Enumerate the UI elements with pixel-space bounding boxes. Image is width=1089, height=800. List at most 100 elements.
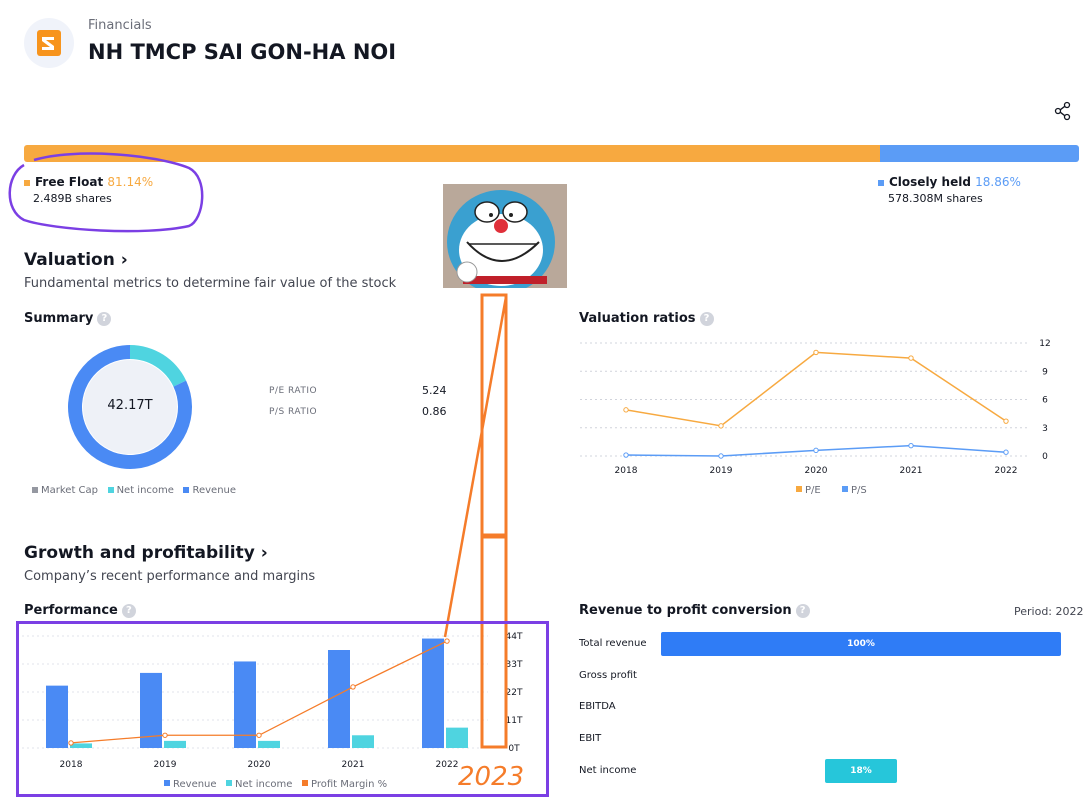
net-income-swatch (107, 487, 114, 493)
net-income-bar (70, 743, 92, 748)
ratio-legend-swatch (842, 486, 848, 492)
conversion-row-label: Total revenue (579, 638, 647, 649)
pe-ratio-value: 5.24 (422, 384, 447, 397)
perf-ytick: 0T (508, 744, 520, 754)
purple-circle-annotation (8, 152, 204, 233)
purple-box-annotation (16, 621, 549, 797)
valuation-description: Fundamental metrics to determine fair va… (24, 276, 397, 291)
conversion-row-label: EBITDA (579, 701, 616, 713)
ratio-point (813, 349, 819, 356)
breadcrumb-financials[interactable]: Financials (88, 18, 152, 33)
revenue-bar (234, 661, 256, 748)
ratio-ytick: 6 (1042, 396, 1048, 406)
perf-xtick: 2019 (154, 760, 177, 770)
conversion-bar: 100% (661, 632, 1061, 656)
ratio-xtick: 2022 (995, 466, 1018, 476)
closely-held-pct: 18.86% (975, 175, 1021, 189)
perf-legend-swatch (226, 780, 232, 786)
free-float-label: Free Float (35, 175, 104, 189)
ratio-ytick: 0 (1042, 452, 1048, 462)
legend-market-cap: Market Cap (41, 485, 99, 496)
closely-held-shares: 578.308M shares (888, 192, 983, 205)
valuation-heading[interactable]: Valuation › (24, 250, 128, 270)
ratio-legend-label: P/S (851, 485, 867, 496)
help-icon[interactable]: ? (121, 603, 136, 618)
summary-donut-chart (67, 345, 192, 469)
revenue-bar (422, 638, 444, 748)
profit-margin-point (444, 638, 450, 644)
revenue-bar (46, 685, 68, 748)
profit-margin-point (68, 740, 74, 746)
perf-xtick: 2018 (60, 760, 83, 770)
revenue-swatch (183, 487, 190, 493)
ratio-xtick: 2018 (615, 466, 638, 476)
closely-held-segment (880, 145, 1079, 162)
conversion-row-label: EBIT (579, 733, 602, 745)
ratio-xtick: 2019 (710, 466, 733, 476)
perf-legend-swatch (302, 780, 308, 786)
revenue-bar (328, 650, 350, 748)
free-float-segment (24, 145, 881, 162)
ratio-xtick: 2020 (805, 466, 828, 476)
share-icon[interactable] (1052, 100, 1074, 122)
handwritten-year: 2023 (458, 762, 524, 792)
perf-legend-label: Net income (235, 779, 292, 790)
conversion-title: Revenue to profit conversion? (579, 603, 810, 618)
ratio-point (1003, 418, 1009, 424)
free-float-pct: 81.14% (107, 175, 154, 189)
ps-ratio-value: 0.86 (422, 405, 447, 418)
donut-hole (83, 360, 177, 454)
legend-net-income: Net income (116, 485, 174, 496)
conversion-row-label: Net income (579, 764, 637, 776)
ratio-ytick: 9 (1042, 367, 1048, 377)
logo-mark-icon (37, 30, 61, 56)
valuation-ratios-chart: 12 9 6 3 0 2018 2019 2020 2021 2022 P/E P/S (580, 339, 1051, 496)
profit-margin-point (256, 732, 262, 738)
perf-xtick: 2020 (248, 760, 271, 770)
legend-revenue: Revenue (192, 485, 237, 496)
ps-ratio-label: P/S RATIO (269, 407, 318, 417)
ratio-point (908, 442, 914, 449)
ratio-xtick: 2021 (900, 466, 923, 476)
performance-title: Performance? (24, 603, 136, 618)
market-cap-swatch (32, 487, 38, 493)
conversion-row-label: Gross profit (579, 669, 637, 681)
ratio-legend-swatch (796, 486, 802, 492)
help-icon[interactable]: ? (795, 603, 810, 618)
period-label[interactable]: Period: 2022 (1014, 605, 1084, 618)
donut-slice-net-income (130, 345, 187, 387)
net-income-bar (258, 740, 280, 748)
ratio-legend-label: P/E (805, 485, 821, 496)
ratio-point (623, 407, 629, 413)
ratio-ytick: 3 (1042, 424, 1048, 434)
perf-xtick: 2022 (436, 760, 459, 770)
help-icon[interactable]: ? (97, 311, 112, 326)
growth-description: Company’s recent performance and margins (24, 569, 316, 584)
orange-annotation: 2023 (443, 293, 524, 792)
growth-heading[interactable]: Growth and profitability › (24, 543, 268, 563)
ratio-point (718, 423, 724, 429)
free-float-swatch (24, 179, 30, 186)
page-title: NH TMCP SAI GON-HA NOI (88, 40, 397, 64)
float-bar (24, 145, 1079, 162)
valuation-ratios-title: Valuation ratios? (579, 311, 714, 326)
perf-ytick: 22T (506, 688, 523, 698)
free-float-shares: 2.489B shares (33, 192, 112, 205)
help-icon[interactable]: ? (699, 311, 714, 326)
closely-held-label: Closely held (889, 175, 971, 189)
summary-legend: Market Cap Net income Revenue (32, 485, 236, 496)
closely-held-legend: Closely held 18.86% (878, 175, 1021, 189)
ratio-point (1003, 449, 1009, 455)
net-income-bar (446, 727, 468, 748)
profit-margin-point (350, 684, 356, 690)
perf-xtick: 2021 (342, 760, 365, 770)
perf-legend-label: Profit Margin % (311, 779, 387, 790)
revenue-bar (140, 672, 162, 748)
summary-title: Summary? (24, 311, 112, 326)
free-float-legend: Free Float 81.14% (24, 175, 153, 189)
perf-ytick: 11T (506, 716, 523, 726)
performance-chart: 44T 33T 22T 11T 0T 2018 2019 2020 2021 2022 Revenu… (22, 632, 523, 790)
ratio-point (718, 453, 724, 459)
ratio-point (813, 447, 819, 454)
conversion-bar: 18% (825, 758, 897, 783)
